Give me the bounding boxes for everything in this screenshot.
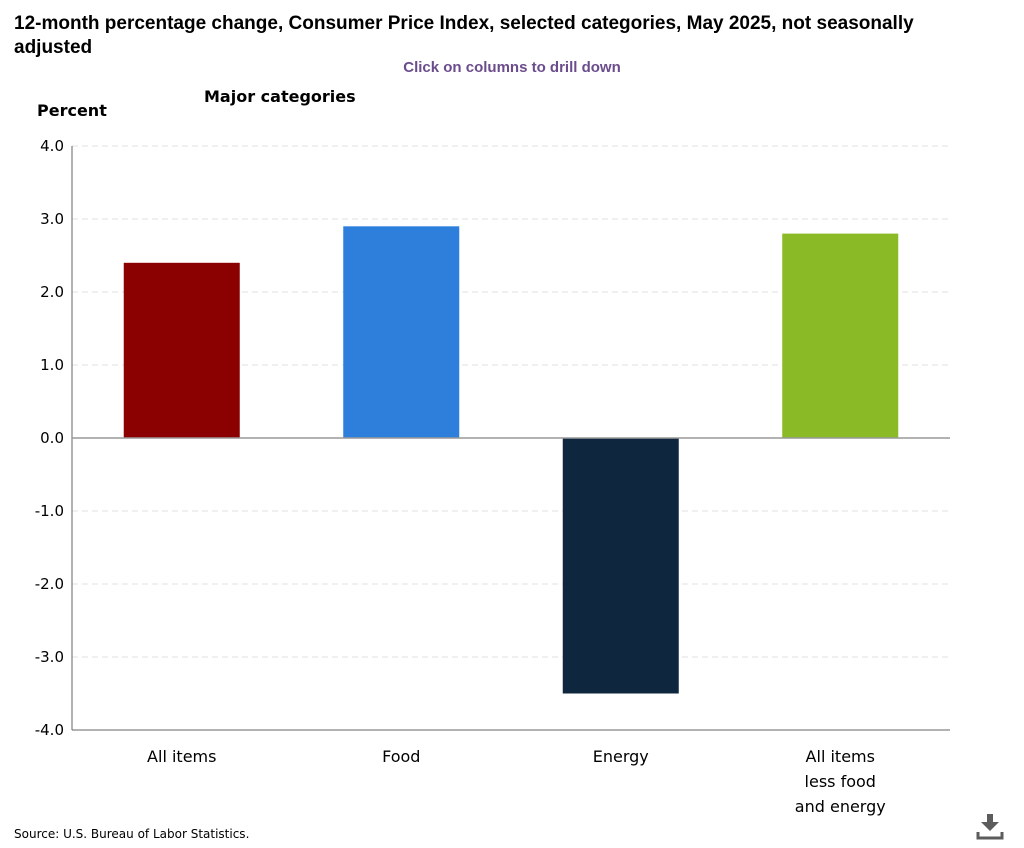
x-tick-label: less food — [805, 772, 876, 791]
y-tick-label: -4.0 — [35, 721, 64, 739]
y-tick-label: 3.0 — [40, 210, 64, 228]
y-tick-label: -2.0 — [35, 575, 64, 593]
y-tick-label: 4.0 — [40, 137, 64, 155]
y-tick-label: -1.0 — [35, 502, 64, 520]
chart-subtitle: Click on columns to drill down — [403, 59, 621, 76]
bar-all-items[interactable] — [123, 262, 240, 438]
x-tick-label: All items — [147, 747, 216, 766]
y-tick-label: 0.0 — [40, 429, 64, 447]
x-tick-label: and energy — [795, 797, 886, 816]
y-axis-label: Percent — [37, 101, 107, 120]
bar-food[interactable] — [343, 226, 460, 438]
chart-title: 12-month percentage change, Consumer Pri… — [14, 13, 914, 58]
bar-energy[interactable] — [562, 438, 679, 694]
y-tick-label: 2.0 — [40, 283, 64, 301]
download-icon — [976, 814, 1004, 840]
x-tick-label: Energy — [593, 747, 649, 766]
x-tick-label: Food — [382, 747, 420, 766]
source-note: Source: U.S. Bureau of Labor Statistics. — [14, 827, 250, 841]
download-button[interactable] — [975, 812, 1005, 847]
bar-all-items-less-food-and-energy[interactable] — [782, 233, 899, 438]
y-tick-label: 1.0 — [40, 356, 64, 374]
y-tick-label: -3.0 — [35, 648, 64, 666]
group-label: Major categories — [204, 87, 356, 106]
x-tick-label: All items — [806, 747, 875, 766]
